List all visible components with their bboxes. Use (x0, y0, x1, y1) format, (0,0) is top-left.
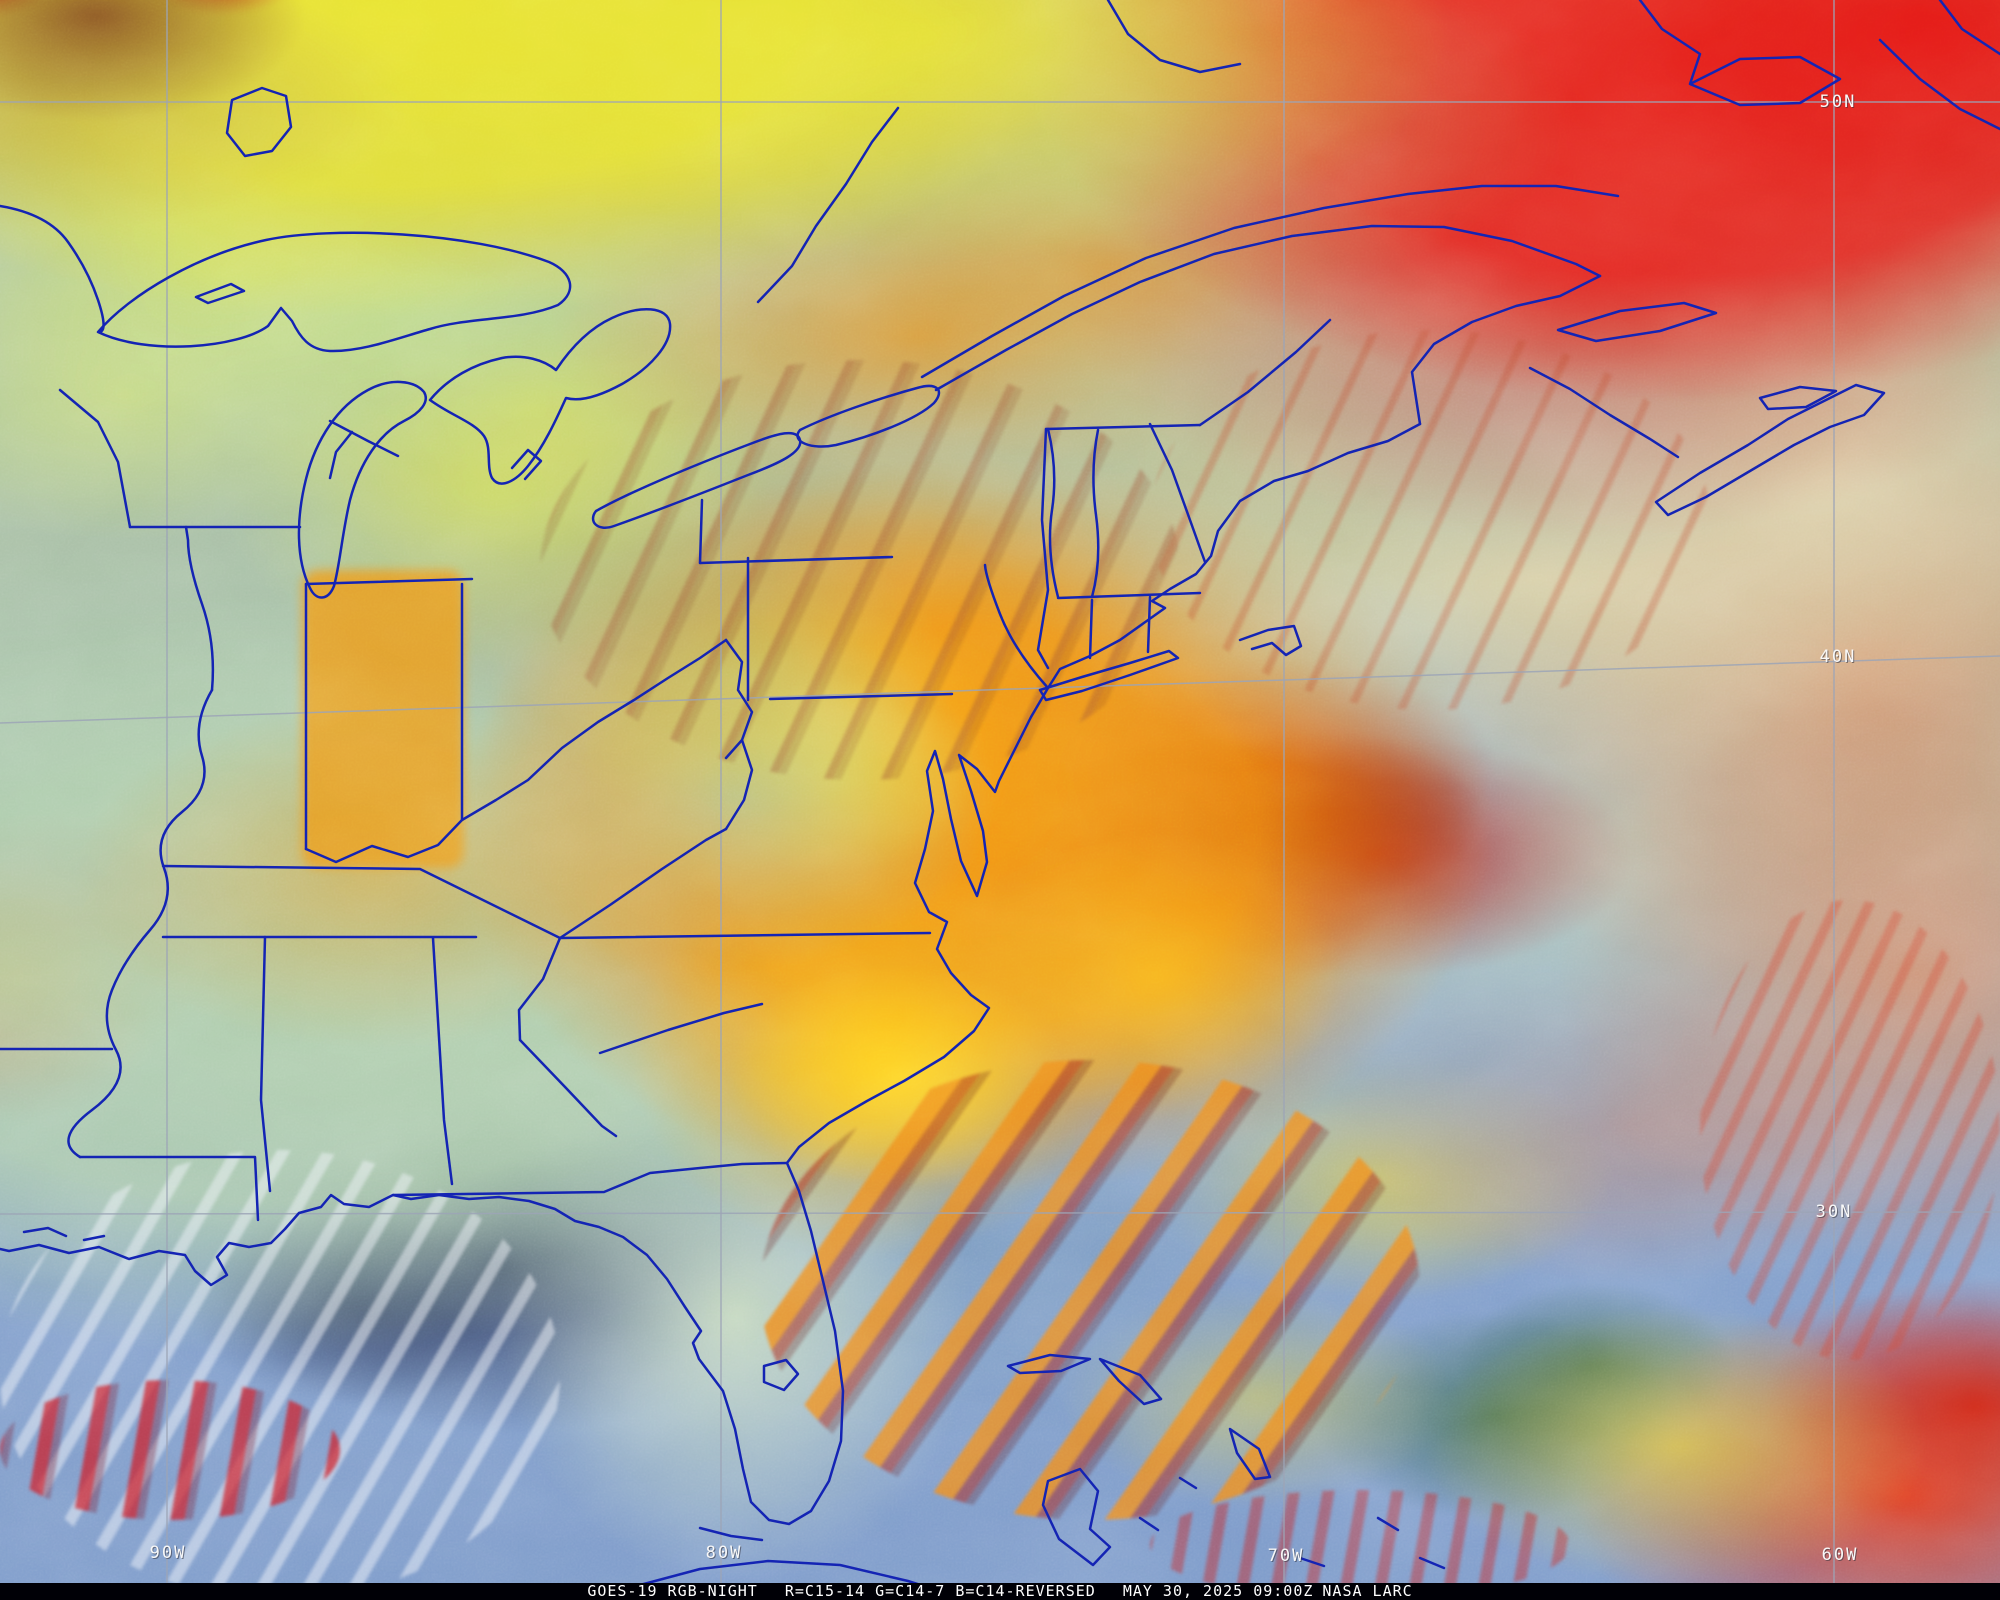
caption-credit: NASA LARC (1322, 1582, 1413, 1600)
lon-label-80w: 80W (705, 1543, 743, 1563)
caption-timestamp: MAY 30, 2025 09:00Z (1122, 1582, 1314, 1600)
lon-label-70w: 70W (1267, 1546, 1305, 1566)
gulf-stratus-streaks (0, 1150, 560, 1600)
ny-pa-cloud-streaks (540, 360, 1180, 780)
caption-mission: GOES-19 RGB-NIGHT (587, 1582, 758, 1600)
lat-label-40n: 40N (1819, 647, 1857, 667)
maine-cloud-streaks (1150, 330, 1710, 710)
lon-label-90w: 90W (149, 1543, 187, 1563)
east-salmon-streaks (1700, 900, 2000, 1360)
indiana-orange-cloud (302, 570, 464, 868)
caption-channels: R=C15-14 G=C14-7 B=C14-REVERSED (784, 1582, 1096, 1600)
lon-label-60w: 60W (1821, 1545, 1859, 1565)
lat-label-50n: 50N (1819, 92, 1857, 112)
gulf-red-streaks (0, 1380, 340, 1520)
lat-label-30n: 30N (1815, 1202, 1853, 1222)
atlantic-storm-streaks (760, 1060, 1420, 1520)
caption-bar: GOES-19 RGB-NIGHT R=C15-14 G=C14-7 B=C14… (0, 1583, 2000, 1600)
